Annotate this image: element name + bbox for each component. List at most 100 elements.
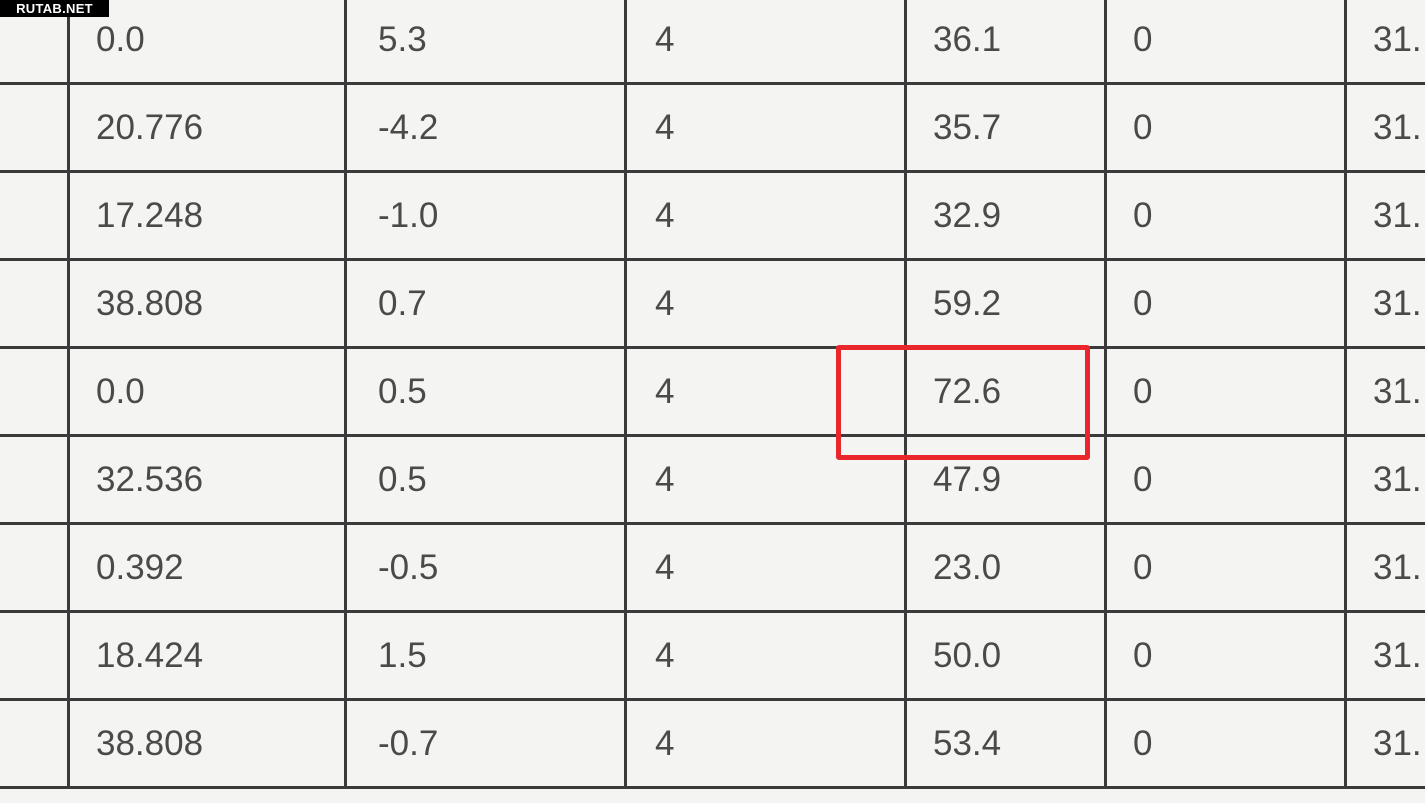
table-cell: 4 — [655, 547, 675, 587]
column-divider — [624, 85, 627, 170]
table-cell: 50.0 — [933, 635, 1002, 675]
table-cell: 0 — [1133, 19, 1153, 59]
table-cell: 32.536 — [96, 459, 204, 499]
column-divider — [624, 701, 627, 786]
table-cell: 47.9 — [933, 459, 1002, 499]
column-divider — [1344, 701, 1347, 786]
table-cell: 20.776 — [96, 107, 204, 147]
table-cell: 4 — [655, 371, 675, 411]
column-divider — [1104, 525, 1107, 610]
table-cell: -4.2 — [378, 107, 439, 147]
table-cell: 0.0 — [96, 19, 145, 59]
column-divider — [344, 173, 347, 258]
column-divider — [67, 173, 70, 258]
column-divider — [344, 261, 347, 346]
column-divider — [624, 0, 627, 82]
column-divider — [1344, 525, 1347, 610]
column-divider — [904, 261, 907, 346]
column-divider — [1104, 701, 1107, 786]
table-cell: 0.392 — [96, 547, 184, 587]
column-divider — [904, 173, 907, 258]
table-cell-empty — [0, 85, 68, 170]
table-cell: 32.9 — [933, 195, 1002, 235]
column-divider — [67, 437, 70, 522]
table-cell: 31. — [1373, 19, 1422, 59]
column-divider — [1104, 349, 1107, 434]
column-divider — [344, 613, 347, 698]
table-cell: 0.5 — [378, 459, 427, 499]
column-divider — [1104, 437, 1107, 522]
table-cell: 38.808 — [96, 723, 204, 763]
column-divider — [624, 437, 627, 522]
highlight-box — [836, 345, 1090, 460]
column-divider — [344, 701, 347, 786]
table-cell: 35.7 — [933, 107, 1002, 147]
table-cell: 0 — [1133, 547, 1153, 587]
column-divider — [624, 525, 627, 610]
column-divider — [67, 261, 70, 346]
column-divider — [344, 349, 347, 434]
column-divider — [1104, 261, 1107, 346]
column-divider — [904, 349, 907, 434]
table-cell: 0.0 — [96, 371, 145, 411]
table-row: 38.808 -0.7 4 53.4 0 31. — [0, 701, 1425, 789]
table-cell: 4 — [655, 19, 675, 59]
table-cell: 4 — [655, 459, 675, 499]
table-row: 18.424 1.5 4 50.0 0 31. — [0, 613, 1425, 701]
column-divider — [344, 0, 347, 82]
table-row: 20.776 -4.2 4 35.7 0 31. — [0, 85, 1425, 173]
column-divider — [1344, 613, 1347, 698]
table-cell-empty — [0, 349, 68, 434]
table-cell: 0 — [1133, 635, 1153, 675]
table-cell: 31. — [1373, 459, 1422, 499]
table-row: 0.0 5.3 4 36.1 0 31. — [0, 0, 1425, 85]
watermark-logo: RUTAB.NET — [0, 0, 109, 17]
table-cell: 4 — [655, 283, 675, 323]
table-cell: -0.5 — [378, 547, 439, 587]
column-divider — [344, 525, 347, 610]
table-cell-empty — [0, 261, 68, 346]
table-cell: -0.7 — [378, 723, 439, 763]
column-divider — [1344, 349, 1347, 434]
table-cell: 31. — [1373, 283, 1422, 323]
column-divider — [904, 437, 907, 522]
column-divider — [1104, 173, 1107, 258]
column-divider — [624, 261, 627, 346]
table-cell-empty — [0, 525, 68, 610]
table-cell: 17.248 — [96, 195, 204, 235]
column-divider — [624, 613, 627, 698]
table-cell: 18.424 — [96, 635, 204, 675]
table-cell-empty — [0, 701, 68, 786]
column-divider — [624, 349, 627, 434]
column-divider — [1104, 85, 1107, 170]
column-divider — [67, 85, 70, 170]
column-divider — [904, 85, 907, 170]
table-cell: 5.3 — [378, 19, 427, 59]
table-cell: 4 — [655, 195, 675, 235]
column-divider — [67, 0, 70, 82]
table-cell-empty — [0, 437, 68, 522]
table-row: 17.248 -1.0 4 32.9 0 31. — [0, 173, 1425, 261]
table-cell: 0.5 — [378, 371, 427, 411]
table-cell: 0.7 — [378, 283, 427, 323]
column-divider — [1344, 0, 1347, 82]
column-divider — [67, 525, 70, 610]
table-cell: 31. — [1373, 107, 1422, 147]
column-divider — [904, 0, 907, 82]
table-cell: -1.0 — [378, 195, 439, 235]
column-divider — [904, 525, 907, 610]
column-divider — [1344, 437, 1347, 522]
table-cell: 36.1 — [933, 19, 1002, 59]
column-divider — [344, 437, 347, 522]
table-row: 32.536 0.5 4 47.9 0 31. — [0, 437, 1425, 525]
table-cell: 0 — [1133, 195, 1153, 235]
table-cell: 38.808 — [96, 283, 204, 323]
column-divider — [1104, 0, 1107, 82]
table-row: 0.392 -0.5 4 23.0 0 31. — [0, 525, 1425, 613]
column-divider — [344, 85, 347, 170]
column-divider — [67, 613, 70, 698]
column-divider — [67, 349, 70, 434]
table-cell: 0 — [1133, 723, 1153, 763]
column-divider — [1104, 613, 1107, 698]
table-row: 0.0 0.5 4 72.6 0 31. — [0, 349, 1425, 437]
